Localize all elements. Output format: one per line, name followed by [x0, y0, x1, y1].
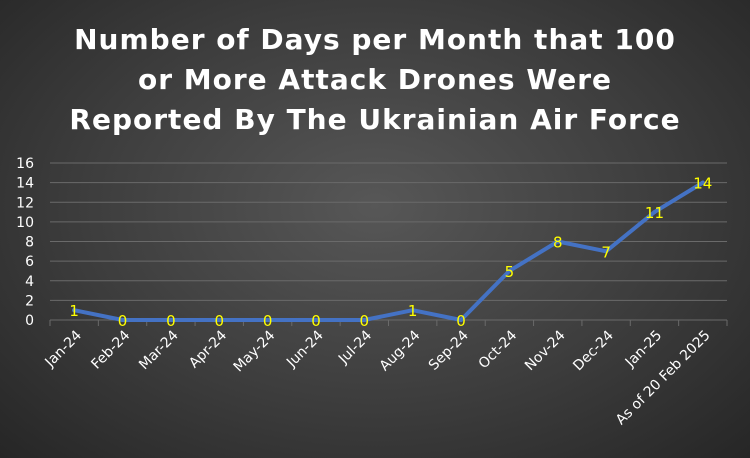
data-label: 0	[214, 312, 224, 330]
data-point	[217, 318, 222, 322]
y-tick-label: 12	[16, 195, 34, 211]
y-tick-label: 10	[16, 215, 34, 231]
data-point	[652, 210, 657, 215]
y-tick-label: 8	[25, 235, 34, 251]
y-tick-label: 6	[25, 254, 34, 270]
x-tick-label: Apr-24	[186, 327, 230, 371]
data-label: 0	[263, 312, 273, 330]
data-label: 0	[166, 312, 176, 330]
x-tick-label: Jan-24	[42, 327, 86, 371]
data-label: 1	[408, 302, 418, 320]
x-tick-label: As of 20 Feb 2025	[613, 328, 714, 429]
x-tick-label: Feb-24	[88, 327, 133, 372]
x-tick-label: Jan-25	[622, 328, 665, 371]
x-tick-label: Jul-24	[335, 327, 375, 367]
chart-title-line-2: or More Attack Drones Were	[137, 63, 613, 96]
y-tick-label: 0	[25, 313, 34, 329]
data-point	[507, 268, 512, 273]
x-tick-label: Nov-24	[522, 327, 569, 374]
data-label: 5	[505, 263, 515, 281]
chart-title: Number of Days per Month that 100 or Mor…	[0, 20, 750, 140]
y-tick-label: 2	[25, 293, 34, 309]
data-label: 0	[360, 312, 370, 330]
data-label: 1	[69, 302, 79, 320]
y-tick-label: 4	[25, 274, 34, 290]
data-label: 8	[553, 234, 563, 252]
series	[72, 180, 705, 322]
x-tick-label: Mar-24	[136, 327, 182, 373]
x-tick-label: Jun-24	[283, 327, 327, 371]
series-line	[72, 180, 705, 322]
y-tick-label: 14	[16, 176, 34, 192]
data-label: 0	[311, 312, 321, 330]
data-point	[555, 239, 560, 244]
chart-title-line-3: Reported By The Ukrainian Air Force	[69, 103, 681, 136]
data-point	[459, 318, 464, 322]
x-tick-label: Sep-24	[426, 327, 472, 373]
data-point	[168, 318, 173, 322]
data-label: 11	[645, 204, 664, 222]
data-point	[265, 318, 270, 322]
data-point	[72, 308, 77, 313]
data-point	[410, 308, 415, 313]
y-axis: 0 2 4 6 8 10 12 14 16	[16, 156, 34, 329]
data-labels: 1 0 0 0 0 0 0 1 0 5 8 7 11 14	[69, 175, 712, 330]
y-tick-label: 16	[16, 156, 34, 172]
data-point	[120, 318, 125, 322]
data-point	[604, 249, 609, 254]
x-tick-label: May-24	[231, 327, 279, 375]
data-label: 0	[118, 312, 128, 330]
data-point	[362, 318, 367, 322]
data-label: 0	[456, 312, 466, 330]
x-tick-label: Dec-24	[570, 327, 617, 374]
gridlines	[50, 162, 727, 321]
x-tick-label: Aug-24	[377, 327, 424, 374]
chart-title-line-1: Number of Days per Month that 100	[74, 23, 676, 56]
data-point	[700, 180, 705, 185]
x-tick-label: Oct-24	[476, 327, 521, 372]
data-point	[313, 318, 318, 322]
data-label: 7	[601, 243, 611, 261]
data-label: 14	[693, 175, 712, 193]
x-axis: Jan-24 Feb-24 Mar-24 Apr-24 May-24 Jun-24 Jul-…	[42, 320, 728, 429]
